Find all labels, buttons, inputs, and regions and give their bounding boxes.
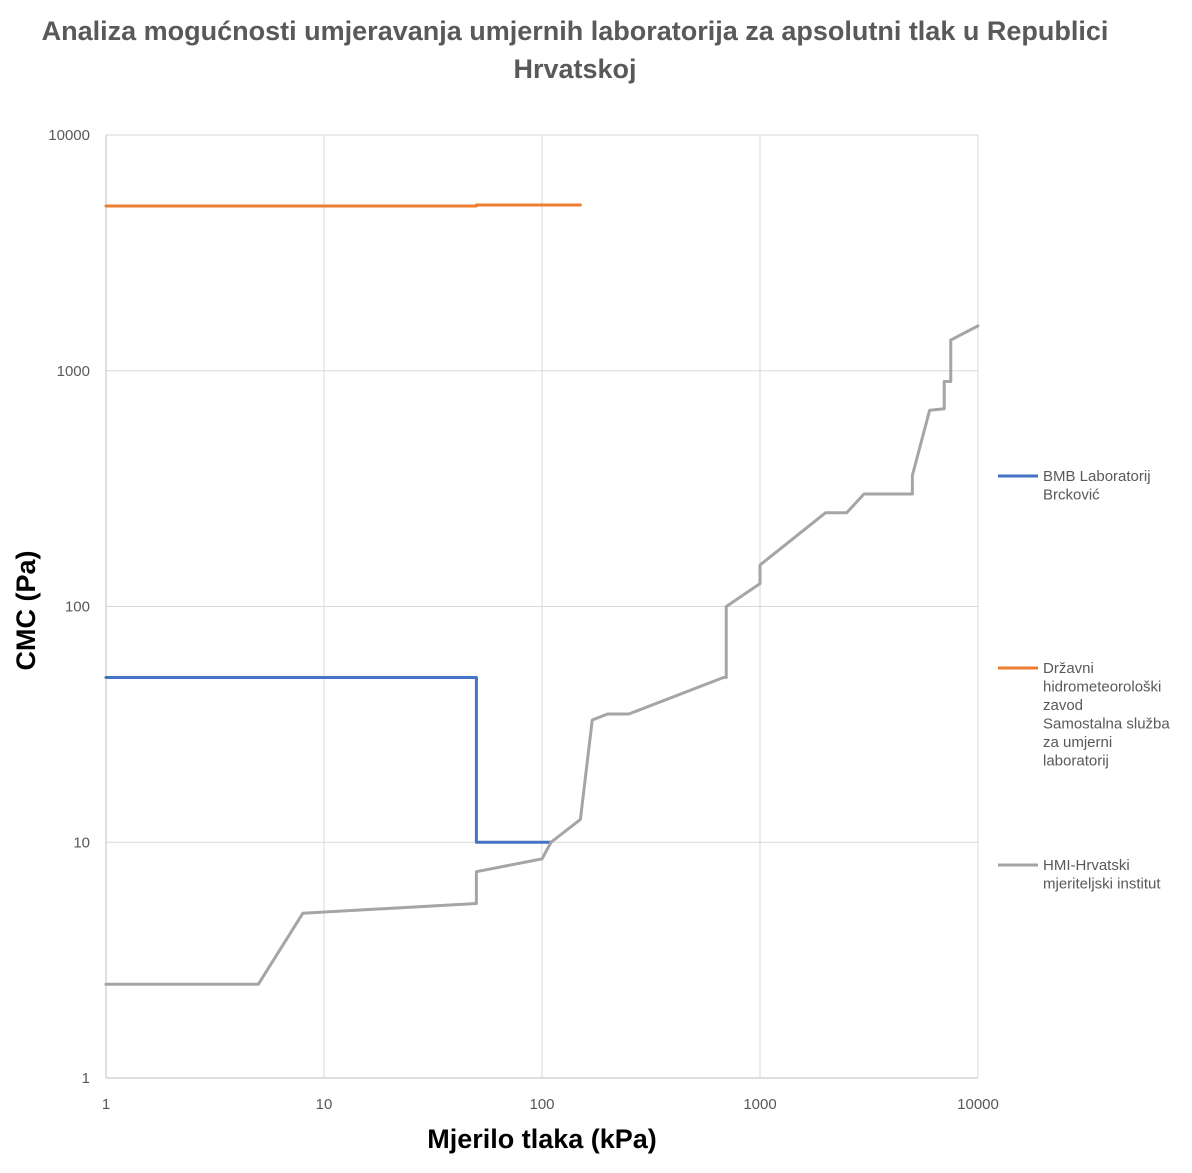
x-axis-title: Mjerilo tlaka (kPa) (427, 1124, 657, 1154)
legend-label-1: Brcković (1043, 487, 1100, 504)
y-tick-label: 1000 (57, 363, 90, 380)
y-tick-label: 100 (65, 599, 90, 616)
series-line-3 (104, 324, 980, 986)
y-tick-label: 10000 (48, 127, 90, 144)
series-line-2 (104, 203, 582, 208)
y-tick-label: 1 (82, 1070, 90, 1087)
legend-label-2: za umjerni (1043, 734, 1112, 751)
chart-title: Analiza mogućnosti umjeravanja umjernih … (41, 16, 1109, 84)
x-tick-label: 100 (529, 1096, 554, 1113)
plot-series (104, 203, 980, 986)
tick-labels: 1 10 100 1000 10000 1 10 100 1000 10000 (48, 127, 999, 1113)
legend-label-3: mjeriteljski institut (1043, 876, 1161, 893)
gridlines (105, 134, 979, 1079)
legend-label-2: Samostalna služba (1043, 716, 1170, 733)
legend-label-2: hidrometeorološki (1043, 679, 1161, 696)
series-line-1 (104, 675, 553, 844)
x-tick-label: 10 (316, 1096, 333, 1113)
y-axis-title: CMC (Pa) (11, 551, 41, 671)
legend-label-2: Državni (1043, 660, 1094, 677)
x-tick-label: 1 (102, 1096, 110, 1113)
legend: BMB Laboratorij Brcković Državni hidrometeo… (998, 468, 1170, 893)
legend-label-2: zavod (1043, 697, 1083, 714)
x-tick-label: 1000 (743, 1096, 776, 1113)
legend-label-1: BMB Laboratorij (1043, 468, 1151, 485)
axes (105, 135, 978, 1079)
x-tick-label: 10000 (957, 1096, 999, 1113)
legend-label-2: laboratorij (1043, 753, 1109, 770)
y-tick-label: 10 (73, 834, 90, 851)
legend-label-3: HMI-Hrvatski (1043, 857, 1130, 874)
